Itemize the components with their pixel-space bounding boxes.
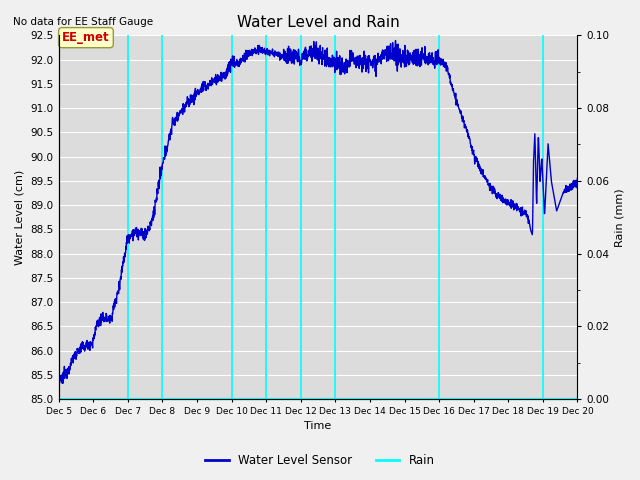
Text: EE_met: EE_met [62, 31, 109, 44]
Legend: Water Level Sensor, Rain: Water Level Sensor, Rain [200, 449, 440, 472]
Title: Water Level and Rain: Water Level and Rain [237, 15, 399, 30]
Y-axis label: Rain (mm): Rain (mm) [615, 188, 625, 247]
X-axis label: Time: Time [305, 421, 332, 432]
Text: No data for EE Staff Gauge: No data for EE Staff Gauge [13, 17, 153, 27]
Y-axis label: Water Level (cm): Water Level (cm) [15, 169, 25, 265]
